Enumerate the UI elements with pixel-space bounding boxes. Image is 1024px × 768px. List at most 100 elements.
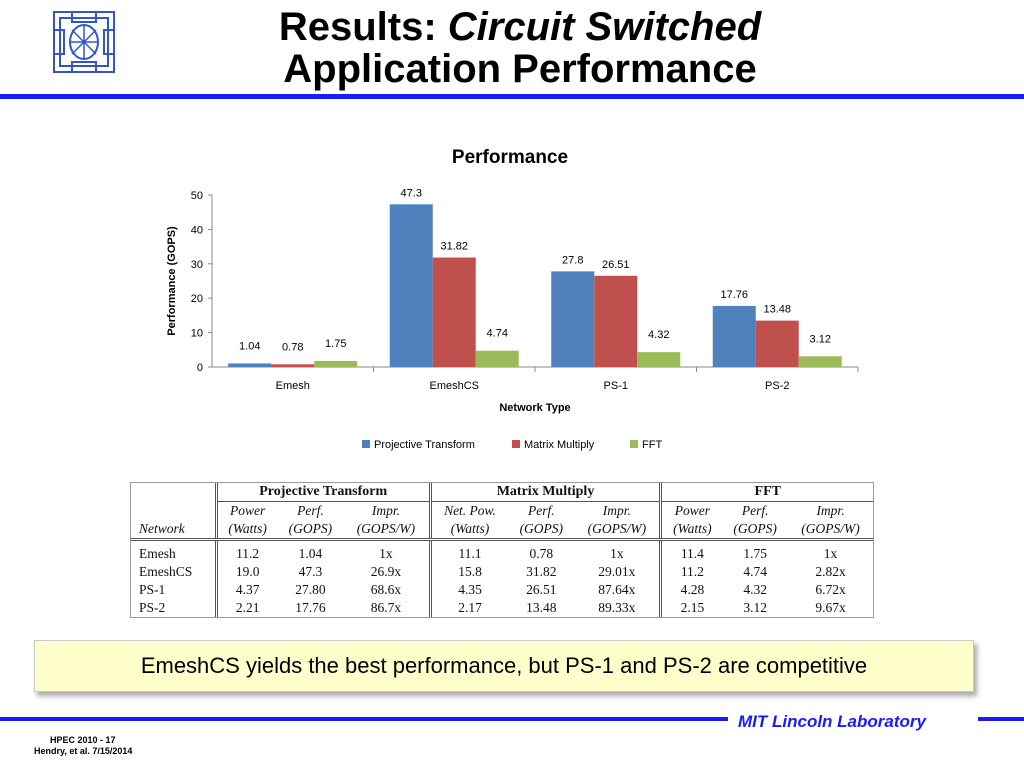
- table-row: EmeshCS 19.0 47.3 26.9x 15.8 31.82 29.01x 11.2 4…: [131, 563, 873, 581]
- bar: [475, 350, 519, 367]
- table-col-header: Power: [214, 501, 278, 520]
- footer-author: Hendry, et al. 7/15/2014: [34, 746, 133, 756]
- table-cell: 1x: [610, 546, 624, 561]
- table-header-row: Power Perf. Impr. Net. Pow. Perf. Impr. Power P…: [131, 501, 873, 520]
- legend-swatch: [362, 440, 370, 448]
- table-col-header: Perf.: [297, 503, 324, 518]
- x-tick-label: PS-2: [765, 380, 789, 392]
- table-cell: 26.51: [526, 582, 557, 597]
- data-label: 4.74: [487, 328, 508, 340]
- table-cell: 29.01x: [598, 564, 636, 579]
- table-cell: 3.12: [743, 600, 767, 615]
- slide-title-italic: Circuit Switched: [447, 5, 762, 49]
- table-group-row: Projective Transform Matrix Multiply FFT: [131, 483, 873, 502]
- table-cell: 9.67x: [815, 600, 846, 615]
- table-cell: 2.17: [428, 599, 509, 617]
- table-network-cell: PS-2: [139, 600, 166, 615]
- data-label: 31.82: [440, 241, 468, 253]
- table-col-unit: (GOPS/W): [343, 520, 431, 541]
- footer-rule: [0, 717, 728, 721]
- data-label: 1.75: [325, 338, 346, 350]
- table-cell: 4.35: [428, 581, 509, 599]
- table-cell: 11.1: [428, 539, 509, 563]
- data-label: 3.12: [810, 333, 831, 345]
- table-cell: 4.28: [659, 581, 723, 599]
- table-col-unit: (GOPS/W): [574, 520, 661, 541]
- x-tick-label: PS-1: [604, 380, 628, 392]
- lab-name: MIT Lincoln Laboratory: [738, 712, 926, 731]
- table-row: PS-2 2.21 17.76 86.7x 2.17 13.48 89.33x 2.15 3.1…: [131, 599, 873, 617]
- slide-title-line2: Application Performance: [283, 47, 757, 91]
- table-col-header: Net. Pow.: [428, 501, 509, 520]
- bar: [798, 356, 842, 367]
- bar: [314, 360, 358, 367]
- table-cell: 1.75: [743, 546, 767, 561]
- results-table: Projective Transform Matrix Multiply FFT…: [130, 482, 874, 618]
- table-col-unit: (GOPS): [277, 520, 344, 541]
- footer-rule: [978, 717, 1024, 721]
- table-cell: 19.0: [214, 563, 278, 581]
- data-label: 17.76: [720, 289, 748, 301]
- legend-label: FFT: [642, 439, 662, 451]
- bar: [228, 363, 272, 367]
- table-cell: 4.37: [214, 581, 278, 599]
- data-label: 27.8: [562, 254, 583, 266]
- table-cell: 2.21: [214, 599, 278, 617]
- y-tick-label: 50: [191, 190, 203, 202]
- mit-ll-logo-icon: [53, 11, 115, 73]
- y-tick-label: 40: [191, 224, 203, 236]
- table-col-unit: (GOPS): [508, 520, 575, 541]
- table-network-cell: PS-1: [139, 582, 166, 597]
- bar: [271, 364, 315, 367]
- bar: [755, 320, 799, 367]
- bar: [637, 352, 681, 367]
- slide-title-line1: Results: Circuit Switched: [278, 5, 762, 49]
- table-col-unit: (Watts): [214, 520, 278, 541]
- table-header-row: Network (Watts) (GOPS) (GOPS/W) (Watts) (GOP…: [131, 520, 873, 541]
- data-label: 4.32: [648, 329, 669, 341]
- table-cell: 86.7x: [370, 600, 402, 615]
- table-cell: 15.8: [428, 563, 509, 581]
- table-cell: 26.9x: [370, 564, 402, 579]
- x-axis-label: Network Type: [499, 402, 570, 414]
- table-cell: 1x: [379, 546, 393, 561]
- y-tick-label: 0: [197, 362, 203, 374]
- table-col-header: Impr.: [602, 503, 631, 518]
- data-label: 13.48: [763, 304, 791, 316]
- table-cell: 2.82x: [815, 564, 846, 579]
- table-col-header: Impr.: [371, 503, 400, 518]
- table-cell: 11.2: [214, 539, 278, 563]
- table-cell: 4.32: [743, 582, 767, 597]
- y-tick-label: 10: [191, 328, 203, 340]
- summary-callout: EmeshCS yields the best performance, but…: [34, 640, 974, 692]
- table-cell: 1x: [823, 546, 838, 561]
- data-label: 0.78: [282, 341, 303, 353]
- table-col-header: Perf.: [741, 503, 769, 518]
- bar: [551, 271, 595, 367]
- table-group-header: Projective Transform: [214, 483, 431, 502]
- data-label: 47.3: [401, 187, 422, 199]
- table-cell: 11.2: [659, 563, 723, 581]
- y-axis-label: Performance (GOPS): [166, 226, 178, 336]
- table-cell: 31.82: [526, 564, 557, 579]
- table-col-unit: (GOPS/W): [788, 520, 873, 541]
- table-cell: 4.74: [743, 564, 767, 579]
- table-col-unit: (Watts): [659, 520, 723, 541]
- table-cell: 13.48: [526, 600, 557, 615]
- y-tick-label: 20: [191, 293, 203, 305]
- table-group-header: Matrix Multiply: [428, 483, 661, 502]
- table-col-unit: (GOPS): [722, 520, 789, 541]
- x-tick-label: Emesh: [276, 380, 310, 392]
- table-cell: 27.80: [295, 582, 326, 597]
- legend-label: Matrix Multiply: [524, 439, 595, 451]
- bar: [389, 204, 433, 367]
- table-cell: 0.78: [529, 546, 554, 561]
- x-tick-label: EmeshCS: [429, 380, 479, 392]
- table-group-header: FFT: [659, 483, 873, 502]
- legend-swatch: [512, 440, 520, 448]
- performance-chart: Performance 0 10 20 30 40 50 Performance (GOPS)…: [166, 147, 859, 451]
- table-col-header: Perf.: [528, 503, 555, 518]
- data-label: 1.04: [239, 340, 260, 352]
- header-rule: [0, 94, 1024, 99]
- table-cell: 1.04: [298, 546, 323, 561]
